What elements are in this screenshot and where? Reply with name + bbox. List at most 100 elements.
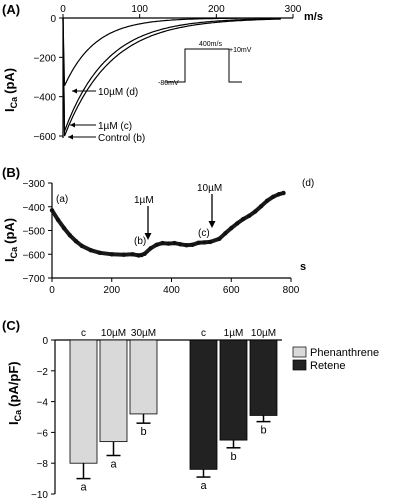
arrow-label-10um: 10µM <box>197 183 222 194</box>
current-trace-control <box>62 17 281 137</box>
arrowhead-c <box>70 122 75 128</box>
panel-c-y-tick-label: −8 <box>37 459 49 470</box>
bar-phenanthrene-0 <box>69 339 98 464</box>
panel-a-label: (A) <box>2 2 20 17</box>
significance-letter: a <box>200 480 207 492</box>
time-course-point <box>79 243 85 249</box>
panel-b-y-label: ICa(pA) <box>2 218 19 262</box>
significance-letter: b <box>140 426 146 438</box>
panel-b-point-labels: (a) (b) (c) (d) <box>56 178 314 247</box>
bar-category-label: c <box>201 328 206 339</box>
bar-category-label: 30µM <box>131 328 156 339</box>
panel-c-bars: c a 10µM a 30µM b c a 1µM b 10µM b <box>69 328 278 494</box>
panel-a-y-tick-label: 0 <box>50 14 56 25</box>
panel-a-annotations: 10µM (d) 1µM (c) Control (b) <box>68 87 145 144</box>
panel-b-y-tick-label: −300 <box>22 179 45 190</box>
panel-b-label: (B) <box>2 165 20 180</box>
arrow-label-1um: 1µM <box>134 195 154 206</box>
panel-b-axes: 0 200 400 600 800 −300 −400 −500 −600 −700 <box>22 179 299 296</box>
panel-a-x-unit: m/s <box>304 11 323 23</box>
point-label-c: (c) <box>198 228 210 239</box>
time-course-line <box>50 191 286 258</box>
time-course-point <box>217 236 222 241</box>
time-course-point <box>61 225 67 231</box>
time-course-point <box>247 213 252 218</box>
time-course-point <box>223 231 228 236</box>
time-course-point <box>73 239 79 244</box>
panel-b-x-tick-label: 200 <box>103 285 120 296</box>
arrowhead-1um <box>144 233 152 240</box>
panel-b-arrows: 1µM 10µM <box>134 183 222 240</box>
annotation-b: Control (b) <box>98 133 145 144</box>
time-course-point <box>202 240 207 245</box>
significance-letter: b <box>230 451 236 463</box>
time-course-point <box>258 204 264 209</box>
time-course-point <box>154 242 159 247</box>
bar-phenanthrene-2 <box>129 339 158 415</box>
time-course-point <box>264 198 270 203</box>
time-course-point <box>49 208 55 213</box>
time-course-point <box>172 240 177 246</box>
panel-b-x-tick-label: 800 <box>283 285 300 296</box>
panel-b-y-tick-label: −700 <box>22 274 45 285</box>
time-course-point <box>160 240 165 246</box>
annotation-c: 1µM (c) <box>98 121 132 132</box>
time-course-point <box>148 246 153 251</box>
bar-category-label: 10µM <box>251 328 276 339</box>
panel-a-axes: 0 100 200 300 0 −200 −400 −600 <box>33 4 301 143</box>
panel-b: (B) 0 200 400 600 800−300−400−500−600−700 s … <box>2 165 314 296</box>
panel-c-y-tick-label: −4 <box>37 398 49 409</box>
panel-b-x-tick-label: 600 <box>223 285 240 296</box>
point-label-d: (d) <box>302 178 314 189</box>
time-course-point <box>208 239 213 245</box>
panel-a-x-tick-label: 100 <box>131 4 148 15</box>
legend-swatch-retene <box>292 359 307 371</box>
panel-b-y-tick-label: −400 <box>22 203 45 214</box>
time-course-point <box>235 221 240 226</box>
time-course-point <box>142 251 147 256</box>
bar-category-label: 1µM <box>224 328 244 339</box>
panel-a-x-tick-label: 300 <box>285 4 302 15</box>
arrowhead-b <box>68 134 73 140</box>
panel-a-x-tick-label: 200 <box>208 4 225 15</box>
point-label-b: (b) <box>134 236 146 247</box>
panel-b-y-tick-label: −500 <box>22 227 45 238</box>
significance-letter: a <box>110 459 117 471</box>
panel-c-label: (C) <box>2 318 20 333</box>
time-course-point <box>97 250 103 255</box>
panel-b-y-tick-label: −600 <box>22 250 45 261</box>
significance-letter: a <box>80 482 87 494</box>
legend-swatch-phenanthrene <box>292 346 307 358</box>
panel-a-traces <box>62 17 281 137</box>
time-course-point <box>196 240 201 245</box>
significance-letter: b <box>260 425 266 437</box>
legend-label-retene: Retene <box>310 360 345 372</box>
current-trace-1um <box>62 17 281 132</box>
panel-a-y-tick-label: −200 <box>33 53 56 64</box>
panel-c-y-tick-label: 0 <box>42 336 48 347</box>
time-course-point <box>67 233 73 238</box>
legend-label-phenanthrene: Phenanthrene <box>310 347 379 359</box>
time-course-point <box>88 248 94 253</box>
arrowhead-d <box>72 88 77 94</box>
time-course-point <box>166 241 171 246</box>
panel-a-y-tick-label: −600 <box>33 132 56 143</box>
time-course-point <box>270 194 276 199</box>
panel-a-y-label: ICa(pA) <box>2 68 19 112</box>
voltage-protocol-inset: 400m/s +10mV -80mV <box>158 41 252 87</box>
panel-b-x-tick-label: 0 <box>49 285 55 296</box>
current-trace-10um <box>62 17 281 87</box>
bar-retene-2 <box>249 339 278 416</box>
panel-c: (C) 0 −2 −4 −6 −8 −10 ICa(pA/pF) c a 10µM a 30µM b… <box>2 318 379 500</box>
panel-b-x-unit: s <box>300 261 306 273</box>
time-course-point <box>276 192 282 197</box>
time-course-point <box>281 190 286 196</box>
time-course-point <box>121 252 126 257</box>
time-course-point <box>229 225 234 231</box>
bar-category-label: 10µM <box>101 328 126 339</box>
protocol-step-voltage: +10mV <box>229 47 252 54</box>
panel-c-legend: Phenanthrene Retene <box>292 346 379 372</box>
panel-b-points <box>49 190 286 258</box>
